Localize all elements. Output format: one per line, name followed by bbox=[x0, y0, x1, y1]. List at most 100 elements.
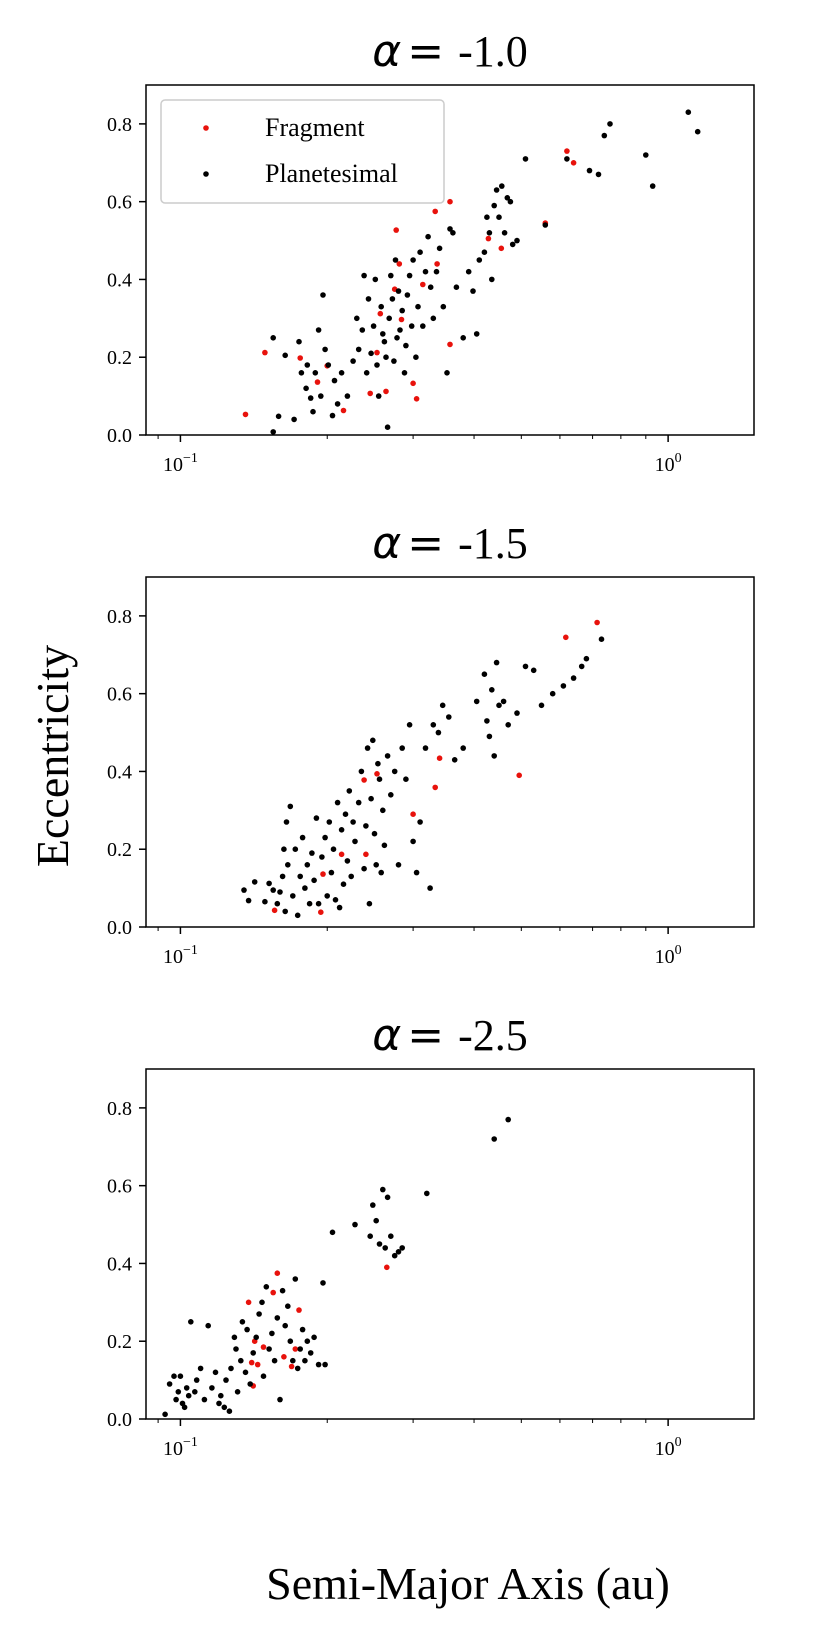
fragment-point bbox=[242, 411, 249, 418]
planetesimal-point bbox=[334, 799, 341, 806]
planetesimal-point bbox=[406, 722, 413, 728]
planetesimal-point bbox=[239, 1319, 246, 1325]
planetesimal-point bbox=[493, 659, 500, 666]
legend-label-planetesimal: Planetesimal bbox=[265, 159, 398, 188]
planetesimal-point bbox=[694, 128, 701, 135]
planetesimal-point bbox=[491, 202, 498, 209]
planetesimal-point bbox=[505, 722, 512, 728]
planetesimal-point bbox=[486, 733, 493, 740]
planetesimal-point bbox=[368, 350, 374, 357]
planetesimal-point bbox=[410, 257, 416, 263]
planetesimal-point bbox=[388, 272, 394, 279]
planetesimal-point bbox=[586, 167, 593, 174]
fragment-point bbox=[361, 777, 367, 783]
planetesimal-point bbox=[413, 869, 420, 876]
planetesimal-point bbox=[304, 862, 311, 868]
planetesimal-point bbox=[221, 1404, 228, 1411]
planetesimal-point bbox=[315, 900, 322, 907]
planetesimal-point bbox=[346, 788, 353, 794]
planetesimal-point bbox=[297, 1346, 304, 1352]
planetesimal-point bbox=[262, 898, 268, 905]
planetesimal-point bbox=[361, 865, 367, 872]
fragment-point bbox=[432, 208, 439, 215]
planetesimal-point bbox=[297, 873, 304, 880]
planetesimal-point bbox=[338, 370, 345, 376]
title-alpha-symbol: α bbox=[372, 26, 401, 77]
planetesimal-point bbox=[403, 342, 409, 349]
planetesimal-point bbox=[383, 354, 389, 361]
x-tick-base: 10 bbox=[655, 454, 675, 476]
x-tick-label: 10−1 bbox=[163, 1435, 198, 1460]
planetesimal-point bbox=[505, 1116, 512, 1123]
panel-title: α = -1.5 bbox=[372, 518, 528, 569]
planetesimal-point bbox=[481, 249, 488, 255]
planetesimal-point bbox=[277, 889, 283, 895]
planetesimal-point bbox=[450, 230, 456, 236]
planetesimal-point bbox=[406, 272, 413, 279]
planetesimal-point bbox=[486, 230, 493, 236]
fragment-point bbox=[367, 390, 374, 397]
series-planetesimal bbox=[270, 109, 701, 435]
fragment-point bbox=[485, 235, 492, 242]
fragment-point bbox=[398, 316, 405, 323]
fragment-point bbox=[396, 261, 403, 267]
planetesimal-point bbox=[380, 1186, 386, 1193]
y-tick-label: 0.2 bbox=[107, 839, 132, 861]
planetesimal-point bbox=[365, 296, 372, 302]
planetesimal-point bbox=[311, 1334, 317, 1341]
planetesimal-point bbox=[444, 370, 450, 376]
x-tick-label: 10−1 bbox=[163, 943, 198, 968]
title-value: -2.5 bbox=[458, 1011, 528, 1060]
fragment-point bbox=[447, 341, 453, 348]
planetesimal-point bbox=[328, 869, 335, 876]
planetesimal-point bbox=[424, 1190, 430, 1197]
fragment-point bbox=[564, 148, 570, 154]
planetesimal-point bbox=[304, 362, 311, 368]
planetesimal-point bbox=[282, 908, 289, 915]
planetesimal-point bbox=[282, 352, 289, 359]
planetesimal-point bbox=[373, 862, 380, 868]
fragment-point bbox=[338, 851, 345, 858]
planetesimal-point bbox=[595, 171, 602, 178]
planetesimal-point bbox=[386, 315, 393, 322]
planetesimal-point bbox=[260, 1373, 267, 1379]
planetesimal-point bbox=[290, 1357, 296, 1364]
y-tick-label: 0.8 bbox=[107, 1098, 132, 1120]
series-planetesimal bbox=[241, 636, 605, 919]
planetesimal-point bbox=[292, 1276, 299, 1282]
planetesimal-point bbox=[247, 1381, 253, 1387]
planetesimal-point bbox=[228, 1365, 234, 1372]
planetesimal-point bbox=[162, 1411, 168, 1418]
planetesimal-point bbox=[283, 819, 290, 825]
planetesimal-point bbox=[285, 1303, 291, 1309]
x-tick-label: 100 bbox=[655, 451, 682, 476]
planetesimal-point bbox=[404, 292, 411, 298]
planetesimal-point bbox=[354, 315, 360, 322]
planetesimal-point bbox=[430, 315, 437, 322]
planetesimal-point bbox=[173, 1396, 179, 1403]
planetesimal-point bbox=[408, 323, 415, 329]
fragment-point bbox=[318, 909, 324, 915]
planetesimal-point bbox=[294, 1365, 301, 1372]
planetesimal-point bbox=[313, 815, 320, 821]
planetesimal-point bbox=[484, 718, 490, 724]
fragment-point bbox=[340, 407, 347, 414]
planetesimal-point bbox=[420, 323, 426, 329]
planetesimal-point bbox=[607, 121, 613, 127]
planetesimal-point bbox=[422, 268, 429, 275]
panel-1: α = -1.00.00.20.40.60.810−1 100FragmentPlan… bbox=[107, 26, 755, 476]
planetesimal-point bbox=[197, 1365, 204, 1372]
planetesimal-point bbox=[481, 671, 488, 677]
fragment-point bbox=[413, 396, 420, 402]
planetesimal-point bbox=[538, 702, 545, 709]
y-tick-label: 0.6 bbox=[107, 192, 132, 214]
planetesimal-point bbox=[380, 807, 386, 814]
planetesimal-point bbox=[299, 834, 306, 841]
planetesimal-point bbox=[263, 1284, 270, 1290]
planetesimal-point bbox=[476, 257, 483, 263]
planetesimal-point bbox=[489, 276, 495, 283]
planetesimal-point bbox=[560, 683, 567, 689]
planetesimal-point bbox=[331, 377, 338, 384]
planetesimal-point bbox=[395, 1249, 402, 1255]
planetesimal-point bbox=[320, 292, 326, 298]
